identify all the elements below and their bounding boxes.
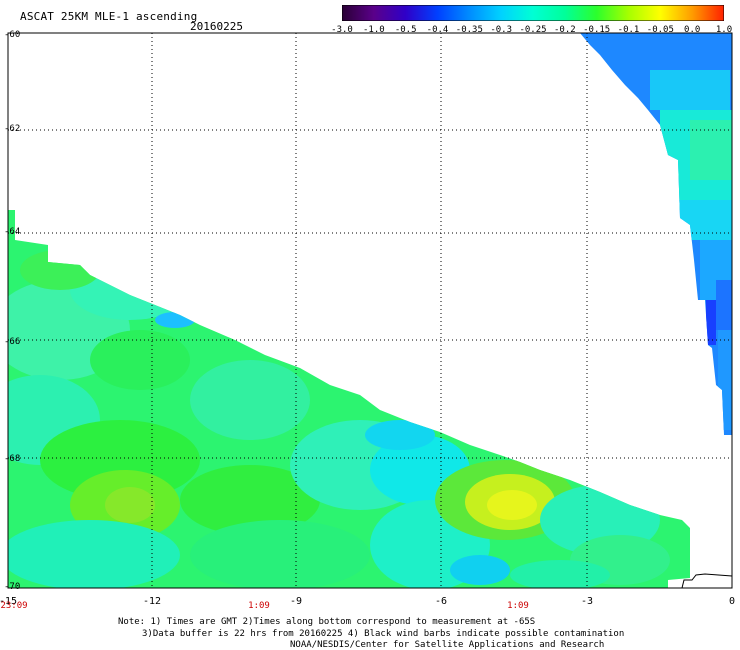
x-label: -15 <box>0 596 17 607</box>
y-label: -60 <box>4 30 20 40</box>
color-scale-tick-label: -0.2 <box>553 25 576 35</box>
color-scale-labels: -3.0 -1.0 -0.5 -0.4 -0.35 -0.3 -0.25 -0.2 -0.15-… <box>330 25 740 39</box>
time-label: 1:09 <box>507 601 529 611</box>
x-label: -3 <box>581 596 593 607</box>
color-scale-tick-label: -0.5 <box>394 25 417 35</box>
color-scale-tick-label: 0.0 <box>684 25 701 35</box>
color-scale-tick-label: -0.05 <box>646 25 674 35</box>
y-label: -62 <box>4 124 20 134</box>
y-label: -64 <box>4 227 20 237</box>
x-label: -6 <box>435 596 447 607</box>
color-scale-tick-label: -3.0 <box>331 25 353 35</box>
color-scale-tick-label: 1.0 <box>715 25 733 35</box>
footnote-credit: NOAA/NESDIS/Center for Satellite Applica… <box>290 640 605 650</box>
y-label: -68 <box>4 454 20 464</box>
footnote-line-1: Note: 1) Times are GMT 2)Times along bot… <box>118 617 536 627</box>
lat-lon-grid <box>8 33 732 588</box>
x-label: -12 <box>143 596 161 607</box>
x-label: 0 <box>729 596 735 607</box>
color-scale-tick-label: -0.15 <box>583 25 611 35</box>
color-scale-tick-label: -0.3 <box>490 25 512 35</box>
time-label: 23:09 <box>0 601 27 611</box>
color-scale-gradient <box>342 5 724 21</box>
color-scale-tick-label: -1.0 <box>362 25 385 35</box>
footnote-line-2: 3)Data buffer is 22 hrs from 20160225 4)… <box>142 629 625 639</box>
color-scale-bar <box>342 5 724 21</box>
map-frame <box>7 32 733 589</box>
x-label: -9 <box>290 596 302 607</box>
color-scale-tick-label: -0.4 <box>426 25 449 35</box>
time-label: 1:09 <box>248 601 270 611</box>
swath-edge <box>15 205 35 240</box>
y-label: -70 <box>4 582 20 592</box>
color-scale-tick-label: -0.25 <box>519 25 547 35</box>
swath-east <box>580 33 732 435</box>
coastline <box>681 573 733 589</box>
color-scale-tick-label: -0.1 <box>617 25 640 35</box>
product-title: ASCAT 25KM MLE-1 ascending <box>20 10 198 23</box>
swath-west <box>8 210 690 588</box>
color-scale-tick-label: -0.35 <box>455 25 483 35</box>
y-label: -66 <box>4 337 20 347</box>
product-date: 20160225 <box>190 20 243 33</box>
